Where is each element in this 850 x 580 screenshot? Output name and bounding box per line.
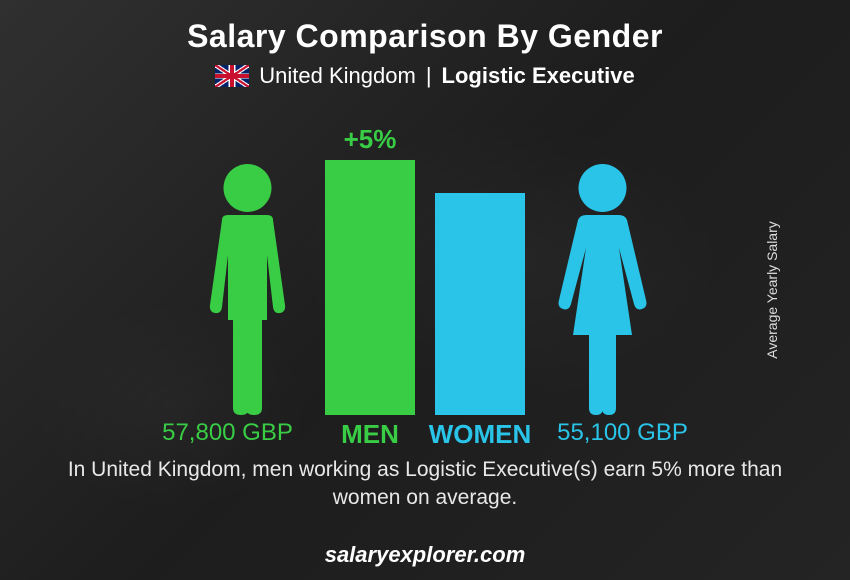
- chart-area: +5%: [70, 125, 780, 415]
- female-icon: [545, 160, 660, 415]
- subtitle-row: United Kingdom | Logistic Executive: [0, 63, 850, 89]
- women-bar-col: [435, 193, 525, 415]
- content-wrapper: Salary Comparison By Gender United Kingd…: [0, 0, 850, 580]
- men-diff-label: +5%: [344, 124, 397, 155]
- labels-row: 57,800 GBP MEN WOMEN 55,100 GBP: [70, 419, 780, 450]
- women-salary: 55,100 GBP: [535, 419, 710, 447]
- male-icon: [190, 160, 305, 415]
- men-bar-col: +5%: [325, 124, 415, 415]
- uk-flag-icon: [215, 65, 249, 87]
- men-label: MEN: [315, 419, 425, 450]
- chart-group: +5%: [190, 124, 660, 415]
- page-title: Salary Comparison By Gender: [0, 0, 850, 55]
- subtitle-job: Logistic Executive: [442, 63, 635, 89]
- y-axis-label: Average Yearly Salary: [763, 221, 779, 359]
- women-bar: [435, 193, 525, 415]
- subtitle-country: United Kingdom: [259, 63, 416, 89]
- subtitle-separator: |: [426, 63, 432, 89]
- description-text: In United Kingdom, men working as Logist…: [60, 456, 790, 513]
- women-figure-col: [545, 160, 660, 415]
- men-bar: [325, 160, 415, 415]
- men-salary: 57,800 GBP: [140, 419, 315, 447]
- men-figure-col: [190, 160, 305, 415]
- women-label: WOMEN: [425, 419, 535, 450]
- brand-footer: salaryexplorer.com: [0, 542, 850, 568]
